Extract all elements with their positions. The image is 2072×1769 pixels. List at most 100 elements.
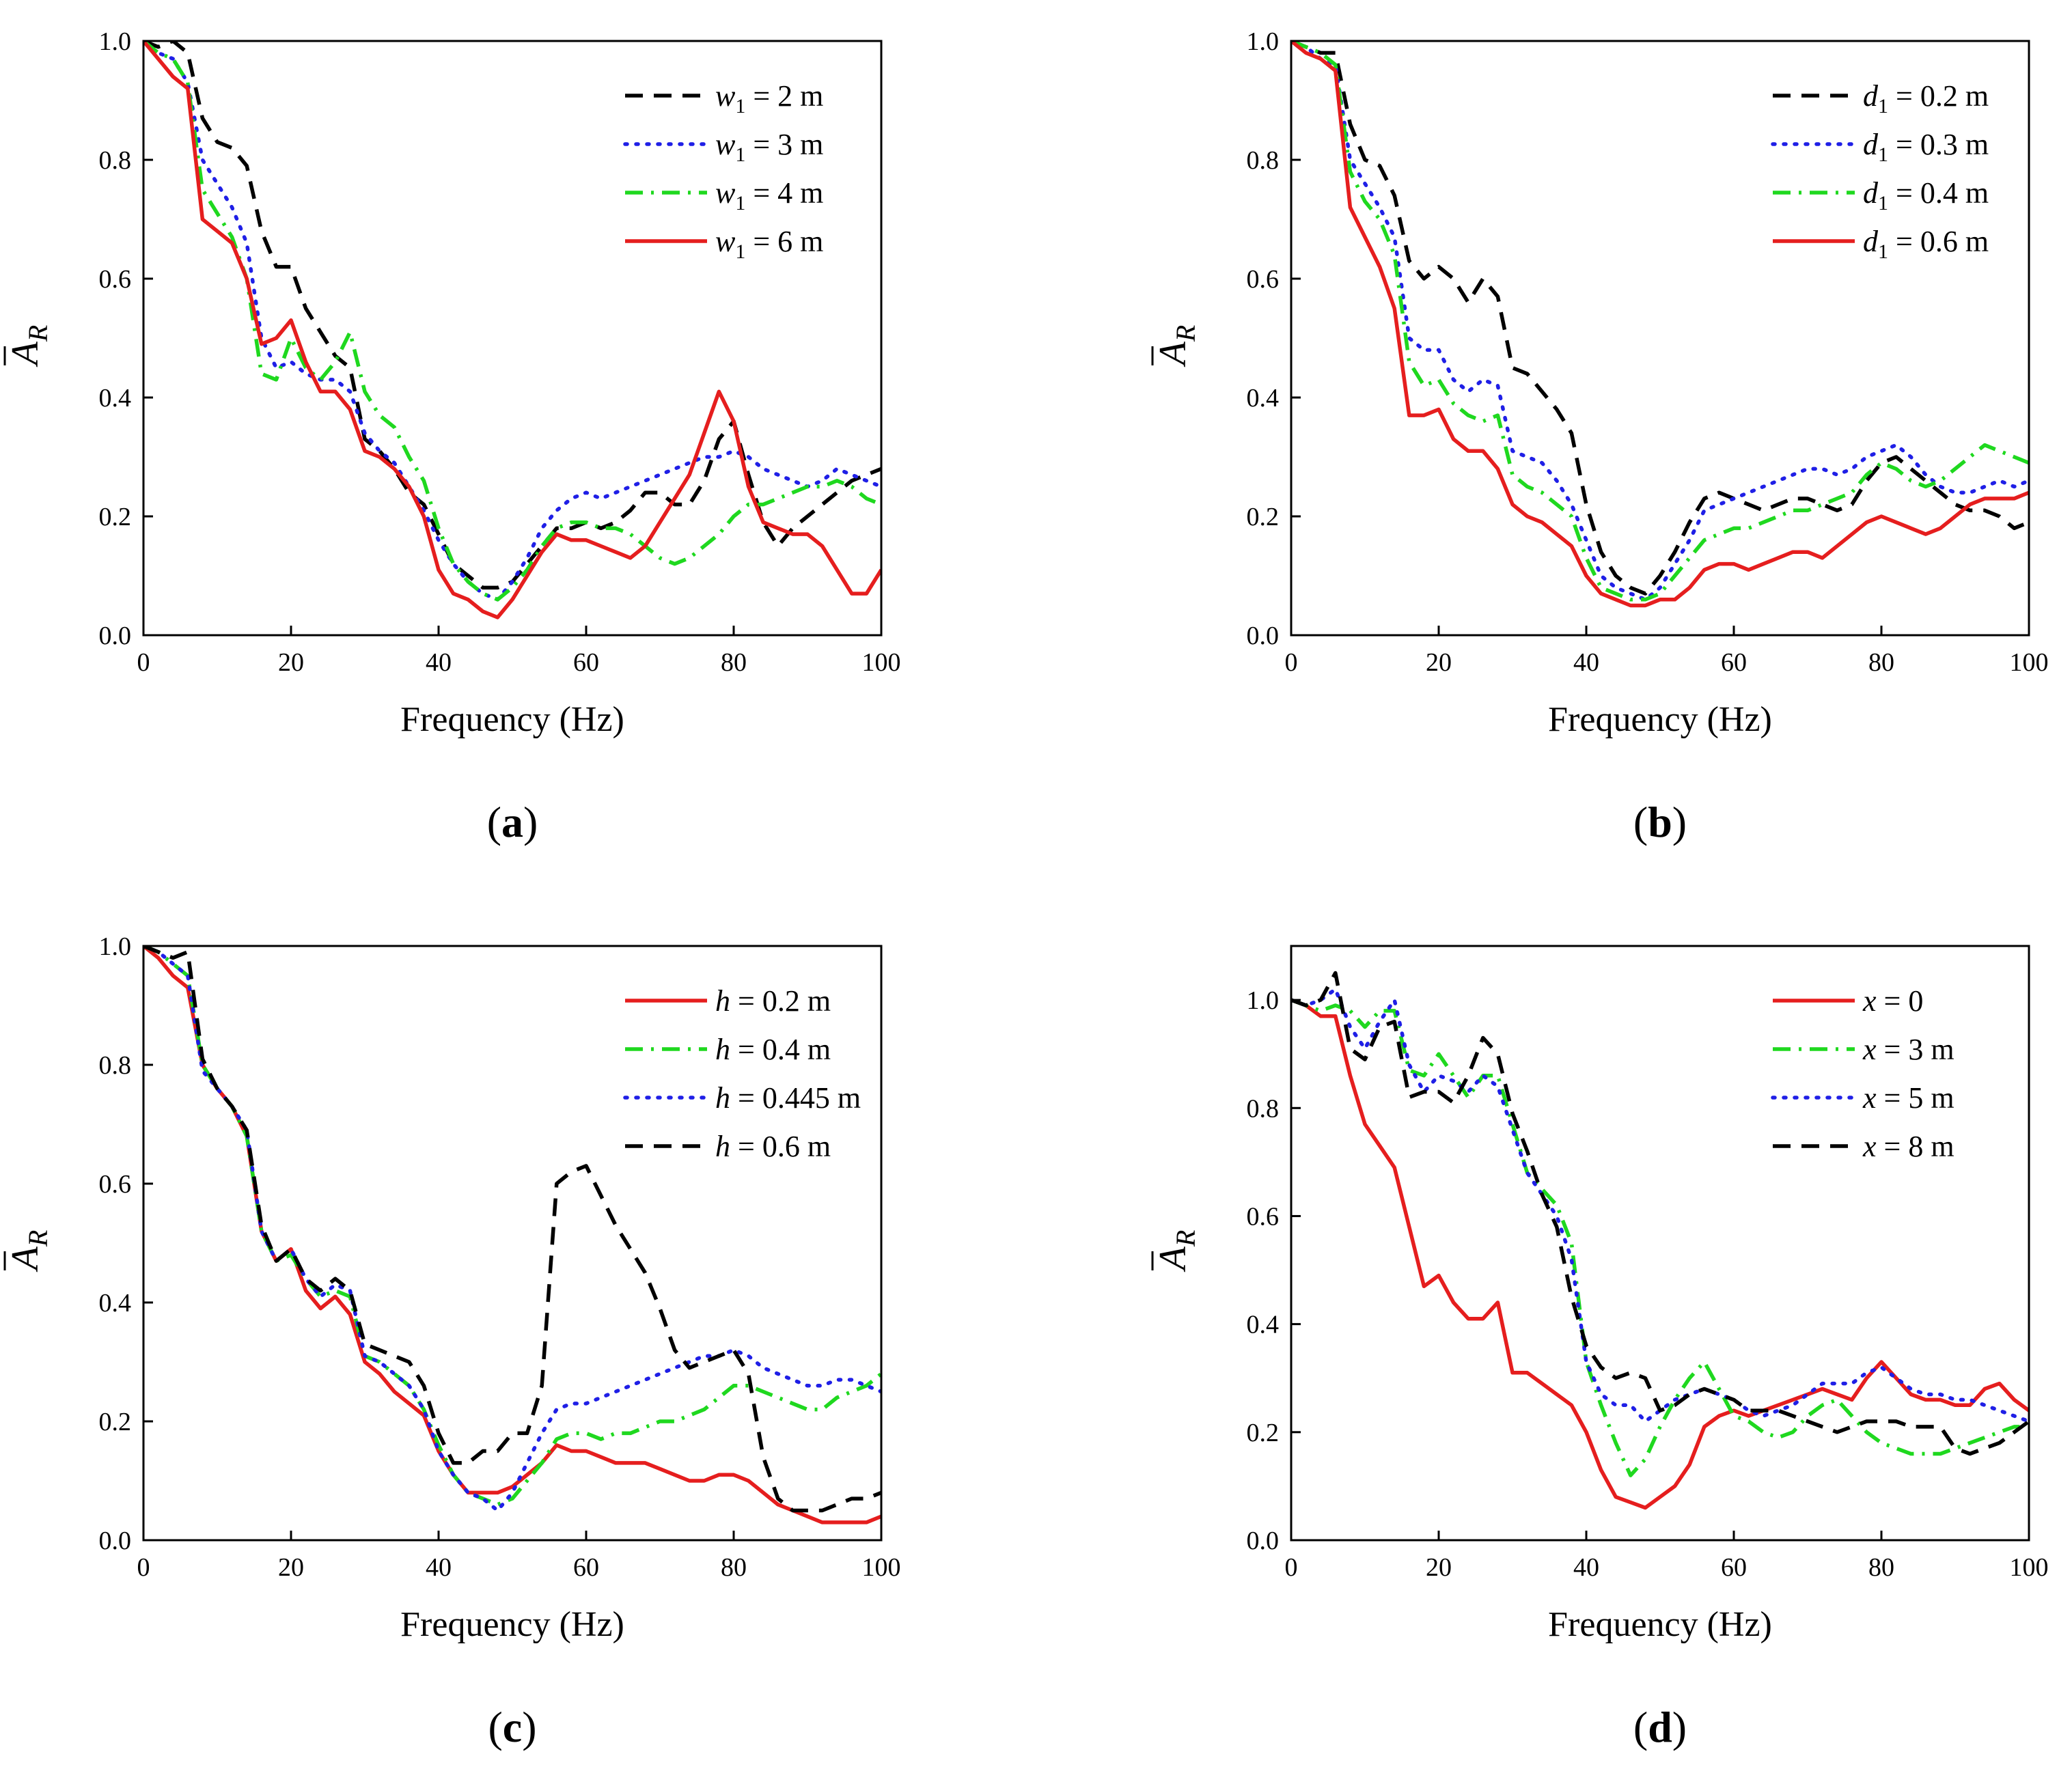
x-tick-label: 100 — [2010, 648, 2049, 677]
legend-label-rest: = 5 m — [1877, 1081, 1954, 1115]
x-axis-title: Frequency (Hz) — [400, 1605, 624, 1644]
chart-panel-d: 0 20 40 60 80 100 0.0 0.2 0.4 0.6 0.8 1.0 Frequency … — [1151, 945, 2049, 1751]
x-tick-label: 100 — [862, 648, 901, 677]
legend-label-var: w — [715, 225, 736, 258]
legend-label-var: h — [715, 984, 730, 1018]
series-line-2 — [1291, 41, 2029, 602]
x-tick-label: 80 — [721, 1553, 747, 1582]
y-tick-label: 0.8 — [99, 1051, 132, 1080]
y-tick-label: 1.0 — [99, 932, 132, 961]
plot-frame — [142, 40, 883, 637]
plot-frame — [1290, 40, 2030, 637]
legend-label-1: h = 0.2 m — [715, 984, 831, 1018]
y-tick-label: 0.6 — [99, 1170, 132, 1199]
legend-label-sub: 1 — [735, 240, 745, 263]
legend-label-4: w1 = 6 m — [715, 225, 823, 263]
series-line-2 — [1291, 998, 2029, 1477]
plot-frame — [142, 945, 883, 1542]
y-tick-label: 0.0 — [1247, 622, 1280, 650]
legend-label-1: w1 = 2 m — [715, 79, 823, 117]
legend-label-var: x — [1862, 984, 1877, 1018]
legend: h = 0.2 mh = 0.4 mh = 0.445 mh = 0.6 m — [623, 984, 861, 1163]
legend-label-3: d1 = 0.4 m — [1863, 176, 1989, 214]
y-tick-label: 0.0 — [99, 1527, 132, 1555]
chart-panel-a: 0 20 40 60 80 100 0.0 0.2 0.4 0.6 0.8 1.0 Frequency … — [3, 27, 901, 846]
legend: d1 = 0.2 md1 = 0.3 md1 = 0.4 md1 = 0.6 m — [1771, 79, 1989, 263]
legend-label-var: h — [715, 1081, 730, 1115]
legend-label-sub: 1 — [1878, 192, 1888, 214]
y-tick-label: 0.2 — [99, 503, 132, 531]
y-axis-title: AR — [1151, 325, 1201, 368]
y-axis-title-text: AR — [1152, 1230, 1201, 1273]
series-line-3 — [143, 946, 881, 1513]
x-tick-label: 40 — [426, 1553, 452, 1582]
legend-label-2: h = 0.4 m — [715, 1033, 831, 1066]
legend-label-rest: = 0.3 m — [1888, 128, 1989, 161]
legend-label-rest: = 0.4 m — [1888, 176, 1989, 210]
panel-caption-paren: ( — [487, 798, 501, 846]
x-tick-label: 40 — [1573, 1553, 1599, 1582]
panel-caption-letter: b — [1648, 798, 1672, 846]
y-tick-label: 0.4 — [99, 1289, 132, 1318]
y-tick-label: 1.0 — [1247, 27, 1280, 56]
legend-label-4: x = 8 m — [1862, 1130, 1954, 1163]
legend-label-rest: = 0.2 m — [730, 984, 831, 1018]
series-line-4 — [143, 41, 881, 619]
y-tick-label: 0.8 — [1247, 1094, 1280, 1123]
legend-label-1: d1 = 0.2 m — [1863, 79, 1989, 117]
x-axis-title: Frequency (Hz) — [1548, 700, 1772, 739]
y-axis-title-text: AR — [4, 1230, 53, 1273]
y-tick-label: 0.8 — [1247, 146, 1280, 175]
x-tick-label: 20 — [1426, 648, 1452, 677]
legend-label-rest: = 6 m — [745, 225, 823, 258]
legend-label-rest: = 0.4 m — [730, 1033, 831, 1066]
legend-label-var: x — [1862, 1081, 1877, 1115]
y-axis-title: AR — [3, 325, 53, 368]
y-tick-label: 1.0 — [99, 27, 132, 56]
legend-label-sub: 1 — [1878, 95, 1888, 117]
panel-caption: (d) — [1633, 1703, 1687, 1751]
legend-label-2: x = 3 m — [1862, 1033, 1954, 1066]
legend-label-var: h — [715, 1130, 730, 1163]
x-tick-label: 80 — [1868, 648, 1894, 677]
legend-label-rest: = 8 m — [1877, 1130, 1954, 1163]
y-tick-label: 0.4 — [1247, 384, 1280, 413]
y-tick-label: 0.6 — [1247, 1202, 1280, 1231]
series-group — [143, 41, 881, 619]
legend-label-3: w1 = 4 m — [715, 176, 823, 214]
legend-label-2: d1 = 0.3 m — [1863, 128, 1989, 166]
legend-label-var: x — [1862, 1130, 1877, 1163]
series-group — [1291, 971, 2029, 1510]
y-axis-title: AR — [1151, 1230, 1201, 1273]
series-line-1 — [1291, 41, 2029, 596]
x-tick-label: 0 — [137, 1553, 150, 1582]
legend-label-rest: = 0 — [1877, 984, 1924, 1018]
x-axis-title: Frequency (Hz) — [400, 700, 624, 739]
legend-label-4: h = 0.6 m — [715, 1130, 831, 1163]
y-axis-title-text: AR — [1152, 325, 1201, 368]
x-tick-label: 100 — [2010, 1553, 2049, 1582]
series-group — [143, 946, 881, 1524]
series-line-3 — [143, 41, 881, 602]
x-tick-label: 80 — [1868, 1553, 1894, 1582]
x-tick-label: 0 — [1285, 648, 1298, 677]
x-tick-label: 60 — [573, 648, 599, 677]
x-tick-label: 80 — [721, 648, 747, 677]
y-axis-title-base: A — [4, 1246, 46, 1272]
y-tick-label: 0.0 — [99, 622, 132, 650]
panel-caption-paren: ) — [1672, 1703, 1687, 1751]
x-tick-label: 0 — [137, 648, 150, 677]
y-axis-title-subscript: R — [1170, 1230, 1201, 1247]
y-axis-title-text: AR — [4, 325, 53, 368]
y-tick-label: 0.2 — [1247, 503, 1280, 531]
y-tick-label: 1.0 — [1247, 986, 1280, 1015]
panel-caption-paren: ( — [1633, 798, 1648, 846]
legend-label-var: w — [715, 79, 736, 113]
legend-label-rest: = 0.2 m — [1888, 79, 1989, 113]
y-axis-title-base: A — [1152, 341, 1194, 367]
legend: w1 = 2 mw1 = 3 mw1 = 4 mw1 = 6 m — [623, 79, 823, 263]
x-axis-title: Frequency (Hz) — [1548, 1605, 1772, 1644]
y-axis-title-subscript: R — [23, 1230, 53, 1247]
legend-label-rest: = 4 m — [745, 176, 823, 210]
